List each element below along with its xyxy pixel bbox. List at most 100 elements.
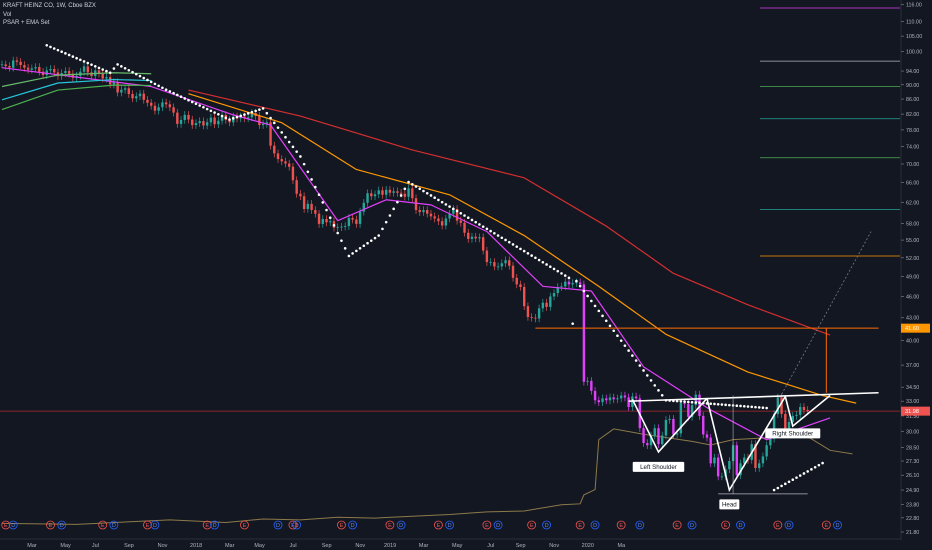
event-marker: [98, 520, 108, 530]
event-marker-label: D: [448, 523, 452, 529]
psar-dot: [504, 238, 507, 242]
pattern-label: Right Shoulder: [765, 428, 821, 439]
psar-dot: [396, 200, 399, 204]
candle-body: [123, 88, 127, 90]
candle-body: [414, 198, 418, 211]
psar-ema-indicator-label[interactable]: PSAR + EMA Set: [3, 20, 50, 26]
candle-body: [590, 380, 593, 391]
volume-line: [1, 428, 853, 525]
event-marker: [396, 520, 406, 530]
candle-body: [358, 211, 362, 224]
candle-body: [306, 203, 310, 209]
psar-dot: [254, 109, 257, 113]
symbol-title[interactable]: KRAFT HEINZ CO, 1W, Cboe BZX: [3, 3, 96, 9]
psar-dot: [571, 322, 574, 325]
event-marker: [687, 520, 697, 530]
candle-body: [172, 107, 175, 113]
psar-dot: [366, 241, 369, 245]
time-tick-label: Jul: [290, 543, 297, 549]
psar-dot: [735, 404, 739, 408]
price-tick-label: 78.00: [906, 128, 919, 134]
head-line: [706, 396, 786, 493]
event-marker-label: D: [690, 523, 694, 529]
event-marker-label: D: [787, 523, 791, 529]
psar-dot: [511, 243, 515, 246]
candle-body: [314, 210, 317, 214]
candle-body: [571, 283, 574, 285]
event-marker-label: E: [675, 523, 679, 529]
psar-dot: [411, 183, 414, 186]
candle-body: [67, 71, 71, 74]
candle-body: [64, 71, 67, 74]
psar-dot: [64, 52, 67, 55]
candle-body: [288, 163, 291, 167]
candle-body: [455, 208, 459, 221]
psar-dot: [780, 484, 783, 488]
price-tick-label: 31.50: [906, 414, 919, 420]
candle-body: [105, 77, 108, 79]
candle-body: [0, 64, 4, 66]
psar-dot: [75, 56, 78, 60]
candle-body: [116, 81, 119, 93]
psar-dot: [407, 180, 410, 184]
candle-body: [448, 213, 451, 219]
ema-line: [1, 84, 152, 111]
candle-body: [269, 122, 272, 146]
pattern-label: Head: [719, 499, 740, 510]
volume-indicator-label[interactable]: Vol: [3, 11, 12, 18]
candle-body: [370, 193, 373, 197]
candle-body: [71, 73, 75, 78]
price-tick-label: 66.00: [906, 181, 919, 187]
candle-body: [802, 407, 806, 410]
psar-dot: [314, 185, 317, 189]
psar-dot: [336, 231, 340, 235]
candle-body: [396, 191, 399, 193]
time-tick-label: Nov: [549, 543, 559, 549]
psar-dot: [470, 218, 474, 222]
event-marker-label: E: [340, 523, 344, 529]
psar-dot: [343, 247, 347, 250]
candle-body: [426, 210, 429, 214]
event-marker-label: E: [724, 523, 728, 529]
candle-body: [217, 120, 220, 125]
pattern-label-text: Left Shoulder: [640, 464, 677, 471]
candle-body: [433, 216, 436, 219]
price-tick-label: 49.00: [906, 275, 919, 281]
psar-dot: [582, 289, 586, 293]
psar-dot: [116, 63, 119, 66]
candle-body: [135, 96, 138, 99]
event-marker: [542, 520, 551, 530]
candle-body: [150, 102, 153, 106]
psar-dot: [534, 256, 537, 260]
psar-dot: [489, 229, 492, 233]
event-marker: [590, 520, 600, 530]
candle-body: [187, 114, 190, 120]
psar-dot: [172, 91, 175, 95]
psar-dot: [101, 68, 105, 71]
pattern-label-box: [765, 428, 821, 439]
psar-dot: [258, 108, 261, 111]
psar-dot: [567, 276, 571, 280]
psar-dot: [373, 236, 377, 240]
psar-dot: [291, 145, 295, 149]
event-marker-label: D: [112, 523, 116, 529]
psar-dot: [765, 406, 768, 410]
psar-dot: [261, 107, 265, 110]
psar-dot: [545, 263, 548, 266]
candle-body: [627, 397, 630, 408]
time-tick-label: Nov: [355, 543, 365, 549]
psar-dot: [754, 405, 757, 409]
psar-dot: [272, 121, 276, 125]
psar-dot: [813, 465, 817, 469]
psar-dot: [519, 247, 522, 251]
psar-dot: [810, 468, 813, 471]
psar-dot: [728, 403, 731, 407]
psar-dot: [586, 294, 589, 298]
time-tick-label: Nov: [158, 543, 168, 549]
event-marker: [482, 520, 492, 530]
event-marker-label: D: [739, 523, 743, 529]
candle-body: [422, 210, 425, 213]
